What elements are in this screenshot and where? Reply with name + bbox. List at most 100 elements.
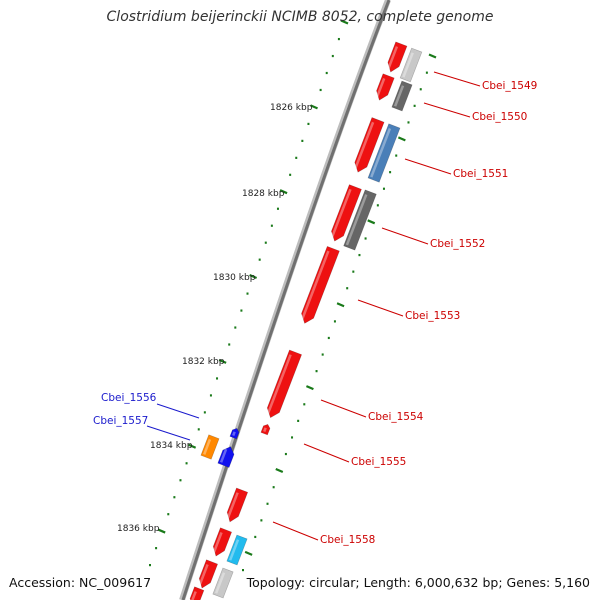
minor-tick (284, 452, 287, 456)
minor-tick (346, 287, 349, 290)
minor-tick (303, 403, 306, 406)
callout-cbei-1554 (320, 399, 367, 418)
gene-cbei-1553 (300, 245, 340, 324)
gene-cbei-1553-highlight (300, 250, 330, 321)
map-title: Clostridium beijerinckii NCIMB 8052, com… (106, 9, 494, 25)
gene-rna-1550-body (391, 80, 413, 112)
minor-tick (197, 428, 200, 431)
minor-tick (425, 71, 428, 74)
gene-cbei-1557-orange-highlight (203, 439, 212, 455)
major-tick (367, 219, 376, 225)
major-tick (310, 104, 318, 110)
gene-cbei-1549-highlight (387, 46, 399, 70)
minor-tick (325, 71, 328, 75)
gene-cbei-1551-highlight (354, 121, 375, 170)
minor-tick (276, 207, 279, 210)
gene-cbei-1558 (226, 487, 249, 523)
gene-cbei-1550-body (376, 73, 395, 101)
gene-cbei-1555-highlight (263, 427, 267, 432)
minor-tick (295, 156, 298, 159)
gene-cbei-1553-body (301, 245, 340, 324)
gene-label-cbei-1557[interactable]: Cbei_1557 (93, 415, 148, 427)
major-tick (188, 443, 197, 449)
minor-tick (179, 479, 182, 482)
callout-cbei-1552 (381, 227, 429, 245)
callout-cbei-1550 (423, 102, 471, 118)
minor-tick (246, 292, 249, 295)
gene-label-cbei-1558[interactable]: Cbei_1558 (320, 534, 375, 546)
minor-tick (315, 370, 318, 373)
gene-rna-1549-highlight (402, 52, 414, 78)
major-tick (249, 274, 258, 280)
gene-rna-1550-highlight (393, 85, 405, 107)
minor-tick (333, 320, 336, 323)
minor-tick (155, 547, 158, 550)
callout-cbei-1553 (357, 299, 404, 317)
scale-tick-label: 1828 kbp (242, 189, 285, 199)
gene-cbei-1554-body (266, 349, 302, 419)
gene-cds-a-highlight (212, 532, 223, 554)
callout-cbei-1557 (146, 425, 191, 441)
gene-cds-c (189, 586, 205, 604)
minor-tick (272, 486, 275, 489)
minor-tick (376, 204, 379, 207)
minor-tick (297, 419, 300, 422)
gene-label-cbei-1554[interactable]: Cbei_1554 (368, 411, 424, 423)
major-tick (244, 550, 253, 556)
gene-rna-1551 (367, 123, 401, 183)
gene-label-cbei-1556[interactable]: Cbei_1556 (101, 392, 157, 404)
major-tick (336, 302, 345, 308)
gene-cds-a-body (212, 527, 233, 557)
callout-cbei-1551 (404, 158, 452, 175)
gene-rna-1552 (343, 189, 377, 251)
gene-features (189, 41, 423, 604)
gene-label-cbei-1550[interactable]: Cbei_1550 (472, 111, 527, 123)
minor-tick (389, 171, 392, 174)
gene-label-cbei-1549[interactable]: Cbei_1549 (482, 80, 537, 92)
minor-tick (234, 326, 237, 329)
left-tick-track (149, 19, 349, 567)
minor-tick (319, 88, 322, 92)
callout-cbei-1556 (156, 403, 200, 419)
gene-cbei-1549 (387, 41, 408, 73)
minor-tick (301, 139, 304, 142)
gene-cbei-1555 (260, 423, 271, 436)
gene-rna-1552-highlight (345, 194, 368, 246)
gene-cbei-1557-highlight (219, 448, 228, 463)
gene-cbei-1550-highlight (375, 77, 386, 98)
gene-cbei-1557 (217, 446, 235, 468)
gene-cbei-1554 (266, 349, 302, 419)
minor-tick (173, 496, 176, 499)
gene-label-cbei-1551[interactable]: Cbei_1551 (453, 168, 508, 180)
minor-tick (216, 377, 219, 380)
minor-tick (266, 502, 269, 505)
gene-label-cbei-1555[interactable]: Cbei_1555 (351, 456, 406, 468)
minor-tick (240, 309, 243, 312)
minor-tick (358, 253, 361, 257)
minor-tick (327, 336, 330, 340)
minor-tick (419, 88, 422, 91)
major-tick (275, 468, 284, 474)
gene-rna-1558 (226, 534, 248, 566)
genome-backbone-shade (181, 0, 391, 601)
gene-rna-1558-highlight (228, 539, 240, 561)
minor-tick (413, 104, 416, 107)
scale-tick-label: 1826 kbp (270, 103, 313, 113)
scale-tick-label: 1832 kbp (182, 357, 225, 367)
minor-tick (331, 54, 334, 58)
gene-rna-b-body (212, 567, 234, 599)
gene-cds-b-body (198, 559, 219, 589)
gene-cbei-1557-orange-body (200, 434, 220, 460)
minor-tick (407, 121, 410, 124)
minor-tick (167, 513, 170, 516)
major-tick (279, 189, 288, 195)
gene-label-cbei-1552[interactable]: Cbei_1552 (430, 238, 485, 250)
scale-tick-label: 1836 kbp (117, 524, 160, 534)
topology-text: Topology: circular; Length: 6,000,632 bp… (246, 575, 590, 590)
gene-cbei-1552 (330, 184, 362, 242)
callout-cbei-1555 (303, 443, 350, 463)
gene-rna-1558-body (226, 534, 248, 566)
gene-rna-1550 (391, 80, 413, 112)
gene-label-cbei-1553[interactable]: Cbei_1553 (405, 310, 460, 322)
